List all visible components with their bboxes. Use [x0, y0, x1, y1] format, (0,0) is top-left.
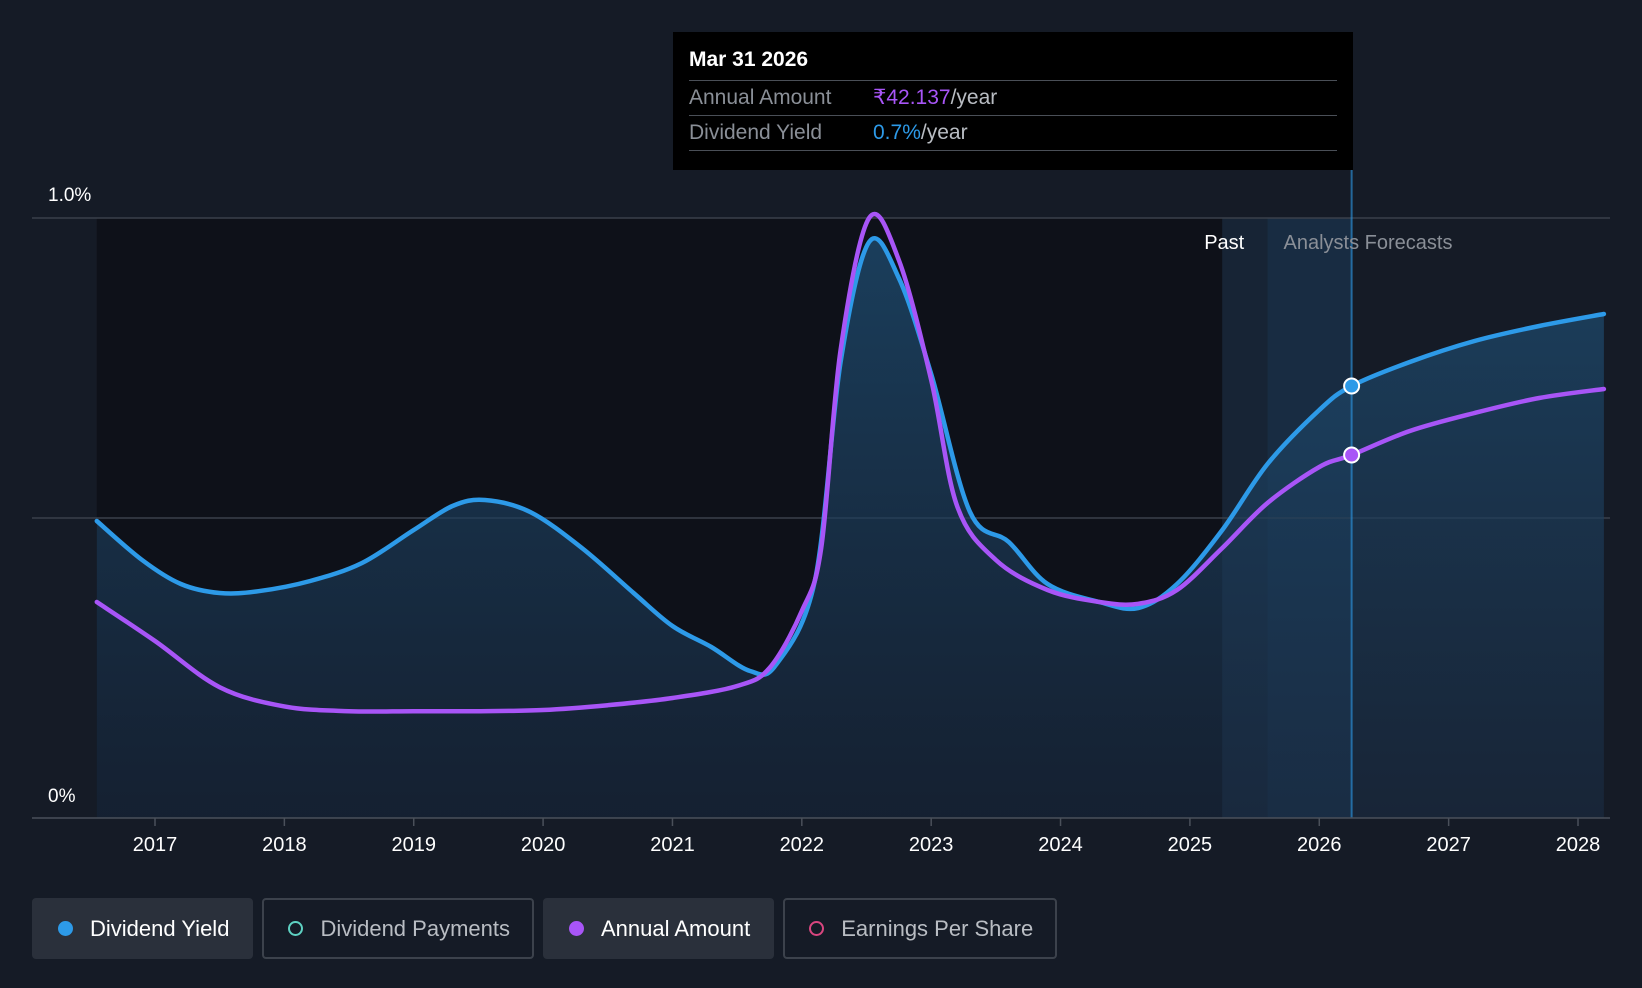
x-tick-label: 2018 — [262, 834, 307, 856]
legend-label: Dividend Yield — [90, 915, 230, 941]
tooltip-date: Mar 31 2026 — [689, 46, 1337, 81]
tooltip-label: Dividend Yield — [689, 121, 823, 144]
legend-label: Dividend Payments — [320, 915, 510, 941]
annual-amount-line — [94, 211, 1607, 714]
tooltip-label: Annual Amount — [689, 86, 832, 109]
tooltip: Mar 31 2026 Annual Amount ₹42.137 /year … — [673, 32, 1353, 170]
legend-item-dividend-payments[interactable]: Dividend Payments — [262, 898, 534, 959]
y-tick-label: 1.0% — [48, 185, 91, 206]
legend: Dividend Yield Dividend Payments Annual … — [32, 898, 1058, 959]
tooltip-row-annual-amount: Annual Amount ₹42.137 /year — [689, 81, 1337, 116]
tooltip-value: ₹42.137 — [873, 86, 951, 109]
tooltip-value: 0.7% — [873, 121, 921, 144]
legend-label: Earnings Per Share — [841, 915, 1034, 941]
x-tick-label: 2020 — [521, 834, 566, 856]
legend-item-dividend-yield[interactable]: Dividend Yield — [32, 898, 254, 959]
dividend-yield-marker — [1343, 377, 1361, 395]
x-tick-label: 2019 — [391, 834, 436, 856]
tooltip-unit: /year — [950, 86, 998, 109]
legend-label: Annual Amount — [600, 915, 751, 941]
tooltip-row-dividend-yield: Dividend Yield 0.7% /year — [689, 116, 1337, 151]
dividend-payments-dot-icon — [288, 921, 304, 936]
dividend-yield-area — [96, 238, 1604, 819]
legend-item-annual-amount[interactable]: Annual Amount — [542, 898, 775, 959]
earnings-per-share-dot-icon — [809, 921, 825, 936]
forecast-label: Analysts Forecasts — [1284, 232, 1453, 254]
x-tick-label: 2017 — [133, 834, 178, 856]
annual-amount-dot-icon — [568, 921, 584, 936]
x-tick-label: 2026 — [1297, 834, 1342, 856]
legend-item-earnings-per-share[interactable]: Earnings Per Share — [783, 898, 1058, 959]
x-tick-label: 2027 — [1426, 834, 1471, 856]
x-tick-label: 2025 — [1168, 834, 1213, 856]
x-tick-label: 2028 — [1556, 834, 1601, 856]
annual-amount-marker — [1343, 446, 1361, 464]
x-tick-label: 2021 — [650, 834, 695, 856]
dividend-yield-dot-icon — [58, 921, 73, 936]
past-label: Past — [1204, 232, 1244, 254]
tooltip-unit: /year — [920, 121, 968, 144]
x-tick-label: 2023 — [909, 834, 954, 856]
y-tick-label: 0% — [48, 786, 76, 807]
x-tick-label: 2024 — [1038, 834, 1083, 856]
x-tick-label: 2022 — [780, 834, 825, 856]
